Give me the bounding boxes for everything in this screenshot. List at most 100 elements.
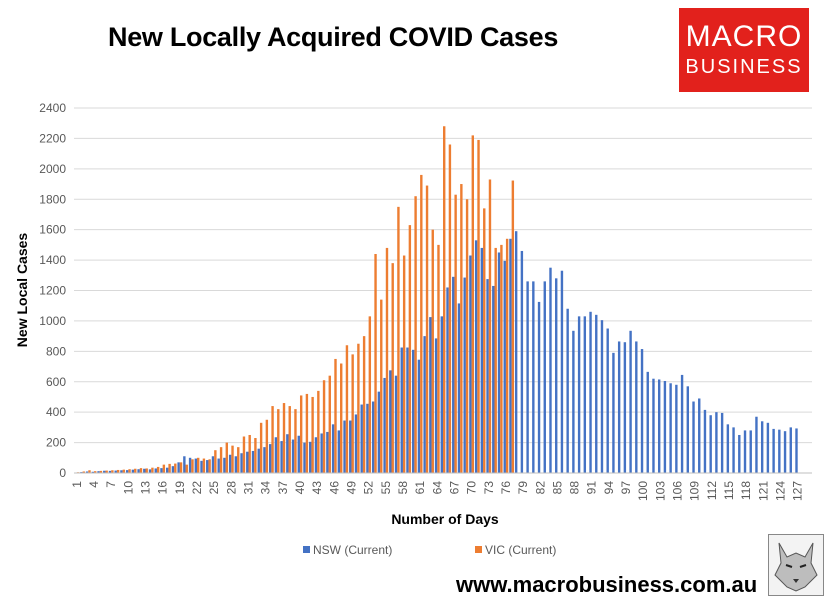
- x-tick-label: 67: [447, 481, 461, 495]
- bar-nsw: [446, 287, 449, 473]
- bar-nsw: [680, 374, 684, 473]
- bar-vic: [134, 468, 137, 473]
- bar-nsw: [366, 403, 369, 473]
- bar-nsw: [434, 338, 438, 473]
- bar-vic: [111, 470, 114, 473]
- bar-vic: [505, 238, 509, 473]
- bar-nsw: [394, 375, 398, 473]
- y-tick-label: 800: [46, 344, 66, 358]
- bar-nsw: [114, 470, 117, 473]
- bar-nsw: [514, 231, 518, 473]
- bar-nsw: [589, 311, 592, 473]
- bar-nsw: [452, 276, 455, 473]
- x-tick-label: 76: [499, 481, 513, 495]
- x-tick-label: 109: [688, 481, 702, 501]
- bar-vic: [225, 442, 228, 473]
- bar-nsw: [778, 429, 781, 473]
- bar-vic: [305, 393, 309, 473]
- bar-nsw: [503, 260, 506, 473]
- data-label: 1923: [544, 0, 571, 3]
- y-tick-label: 1200: [39, 284, 66, 298]
- bar-nsw: [749, 430, 752, 473]
- macrobusiness-logo: MACRO BUSINESS: [679, 8, 809, 92]
- bar-vic: [322, 380, 326, 473]
- bar-nsw: [617, 341, 621, 473]
- bar-nsw: [206, 460, 209, 473]
- bar-vic: [477, 139, 480, 473]
- x-tick-label: 16: [156, 481, 170, 495]
- bar-vic: [145, 468, 148, 473]
- x-tick-label: 40: [293, 481, 307, 495]
- bar-nsw: [480, 247, 484, 473]
- x-tick-label: 28: [224, 481, 238, 495]
- bar-nsw: [400, 347, 403, 473]
- bar-vic: [299, 395, 303, 473]
- bar-nsw: [520, 250, 524, 473]
- chart-title: New Locally Acquired COVID Cases: [108, 22, 559, 52]
- x-tick-label: 79: [516, 481, 530, 495]
- bar-nsw: [795, 428, 798, 473]
- bar-vic: [357, 343, 360, 473]
- bar-vic: [82, 471, 85, 473]
- bar-vic: [454, 194, 457, 473]
- bar-nsw: [297, 435, 300, 473]
- logo-line-2: BUSINESS: [685, 56, 803, 78]
- bar-nsw: [97, 471, 100, 473]
- bar-vic: [328, 375, 331, 473]
- bar-nsw: [709, 415, 712, 473]
- x-tick-label: 112: [705, 481, 719, 500]
- x-tick-label: 91: [585, 481, 599, 495]
- bar-vic: [431, 229, 434, 473]
- bar-nsw: [532, 281, 535, 474]
- bar-nsw: [251, 450, 255, 473]
- bar-nsw: [720, 412, 724, 473]
- bar-vic: [500, 244, 503, 474]
- bar-vic: [340, 363, 343, 473]
- x-tick-label: 127: [791, 481, 805, 501]
- bar-vic: [139, 468, 143, 473]
- bar-nsw: [303, 442, 306, 473]
- x-tick-label: 121: [756, 481, 770, 501]
- x-tick-label: 100: [636, 481, 650, 501]
- bar-vic: [334, 358, 337, 473]
- bar-nsw: [291, 439, 295, 473]
- bar-nsw: [526, 281, 529, 474]
- bar-nsw: [497, 252, 501, 473]
- bar-nsw: [657, 379, 661, 473]
- bar-nsw: [343, 420, 346, 473]
- bar-nsw: [783, 431, 787, 473]
- bar-nsw: [543, 281, 546, 474]
- bar-nsw: [406, 347, 409, 473]
- bar-nsw: [457, 303, 461, 473]
- y-tick-label: 2400: [39, 101, 66, 115]
- bar-vic: [460, 184, 463, 474]
- x-tick-label: 34: [259, 481, 273, 495]
- bar-vic: [437, 244, 440, 474]
- bar-nsw: [469, 255, 472, 473]
- bar-nsw: [217, 458, 220, 473]
- bar-vic: [362, 336, 366, 474]
- y-tick-label: 400: [46, 405, 66, 419]
- bar-vic: [237, 447, 240, 473]
- bar-vic: [94, 471, 97, 473]
- bar-vic: [483, 208, 486, 474]
- bar-nsw: [354, 414, 358, 473]
- bar-vic: [380, 299, 383, 474]
- bar-nsw: [698, 398, 701, 473]
- bar-nsw: [429, 317, 432, 473]
- bar-vic: [385, 247, 389, 473]
- x-tick-label: 85: [550, 481, 564, 495]
- bar-vic: [179, 462, 183, 473]
- bar-vic: [122, 469, 126, 473]
- bar-nsw: [103, 470, 106, 473]
- bar-vic: [471, 135, 474, 474]
- bar-nsw: [91, 471, 95, 473]
- bar-nsw: [789, 427, 792, 474]
- bar-vic: [465, 199, 469, 473]
- bar-nsw: [755, 416, 758, 473]
- bar-nsw: [371, 401, 375, 473]
- bar-nsw: [309, 441, 312, 473]
- bar-nsw: [160, 468, 163, 473]
- bar-nsw: [108, 470, 112, 473]
